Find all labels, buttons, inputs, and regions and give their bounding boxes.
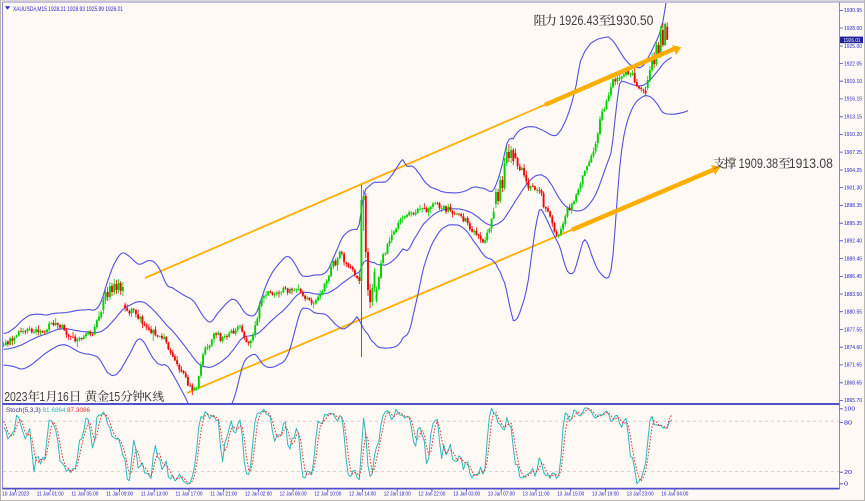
svg-text:1926.43: 1926.43 xyxy=(559,13,599,28)
svg-text:1930.50: 1930.50 xyxy=(609,13,653,28)
svg-text:1916.15: 1916.15 xyxy=(844,97,862,103)
svg-text:11 Jan 09:00: 11 Jan 09:00 xyxy=(106,492,133,498)
svg-text:1913.08: 1913.08 xyxy=(789,156,833,171)
svg-text:1926.01: 1926.01 xyxy=(844,38,861,44)
svg-text:12 Jan 06:00: 12 Jan 06:00 xyxy=(280,492,307,498)
svg-text:1922.05: 1922.05 xyxy=(844,61,862,67)
svg-text:20: 20 xyxy=(844,470,852,476)
svg-text:100: 100 xyxy=(844,407,855,413)
svg-text:11 Jan 05:00: 11 Jan 05:00 xyxy=(71,492,98,498)
svg-text:13 Jan 23:00: 13 Jan 23:00 xyxy=(627,492,654,498)
svg-text:XAUUSD#,M15 1928.21 1928.93 1: XAUUSD#,M15 1928.21 1928.93 1925.99 1926… xyxy=(13,6,123,13)
svg-text:1904.25: 1904.25 xyxy=(844,168,862,174)
svg-text:1865.70: 1865.70 xyxy=(844,398,862,404)
svg-text:1928.00: 1928.00 xyxy=(844,26,862,32)
svg-text:1892.40: 1892.40 xyxy=(844,239,862,245)
svg-text:11 Jan 21:00: 11 Jan 21:00 xyxy=(210,492,237,498)
svg-text:13 Jan 03:00: 13 Jan 03:00 xyxy=(453,492,480,498)
svg-text:15: 15 xyxy=(109,389,121,404)
svg-text:1883.50: 1883.50 xyxy=(844,292,862,298)
svg-text:12 Jan 10:00: 12 Jan 10:00 xyxy=(314,492,341,498)
svg-text:12 Jan 02:00: 12 Jan 02:00 xyxy=(245,492,272,498)
svg-text:10 Jan 2023: 10 Jan 2023 xyxy=(2,492,29,498)
svg-text:13 Jan 11:00: 13 Jan 11:00 xyxy=(523,492,550,498)
svg-text:11 Jan 13:00: 11 Jan 13:00 xyxy=(141,492,168,498)
svg-text:1925.00: 1925.00 xyxy=(844,44,862,50)
svg-text:81.6864: 81.6864 xyxy=(43,407,67,414)
svg-text:12 Jan 22:00: 12 Jan 22:00 xyxy=(418,492,445,498)
svg-text:1898.35: 1898.35 xyxy=(844,203,862,209)
svg-text:13 Jan 19:00: 13 Jan 19:00 xyxy=(592,492,619,498)
svg-text:1868.65: 1868.65 xyxy=(844,381,862,387)
svg-text:1886.45: 1886.45 xyxy=(844,274,862,280)
svg-text:12 Jan 18:00: 12 Jan 18:00 xyxy=(384,492,411,498)
svg-text:12 Jan 14:00: 12 Jan 14:00 xyxy=(349,492,376,498)
svg-text:80: 80 xyxy=(844,420,852,426)
svg-text:16: 16 xyxy=(57,389,69,404)
svg-text:1913.15: 1913.15 xyxy=(844,115,862,121)
svg-text:1919.10: 1919.10 xyxy=(844,79,862,85)
svg-text:13 Jan 07:00: 13 Jan 07:00 xyxy=(488,492,515,498)
svg-text:0: 0 xyxy=(844,482,848,488)
svg-text:Stoch(5,3,3): Stoch(5,3,3) xyxy=(6,407,41,414)
svg-text:K: K xyxy=(144,389,152,404)
svg-text:1930.95: 1930.95 xyxy=(844,8,862,14)
svg-text:87.3086: 87.3086 xyxy=(67,407,91,414)
svg-text:1901.30: 1901.30 xyxy=(844,185,862,191)
svg-text:1871.65: 1871.65 xyxy=(844,363,862,369)
svg-text:16 Jan 04:00: 16 Jan 04:00 xyxy=(661,492,688,498)
svg-text:13 Jan 15:00: 13 Jan 15:00 xyxy=(557,492,584,498)
svg-text:1877.55: 1877.55 xyxy=(844,327,862,333)
svg-text:1907.25: 1907.25 xyxy=(844,150,862,156)
svg-text:2023: 2023 xyxy=(4,389,27,404)
svg-text:1880.55: 1880.55 xyxy=(844,310,862,316)
svg-text:1874.60: 1874.60 xyxy=(844,345,862,351)
svg-text:1889.45: 1889.45 xyxy=(844,256,862,262)
svg-text:1910.20: 1910.20 xyxy=(844,132,862,138)
svg-text:1895.35: 1895.35 xyxy=(844,221,862,227)
svg-text:11 Jan 01:00: 11 Jan 01:00 xyxy=(37,492,64,498)
svg-text:1909.38: 1909.38 xyxy=(739,156,779,171)
svg-text:11 Jan 17:00: 11 Jan 17:00 xyxy=(176,492,203,498)
svg-text:1: 1 xyxy=(39,389,45,404)
